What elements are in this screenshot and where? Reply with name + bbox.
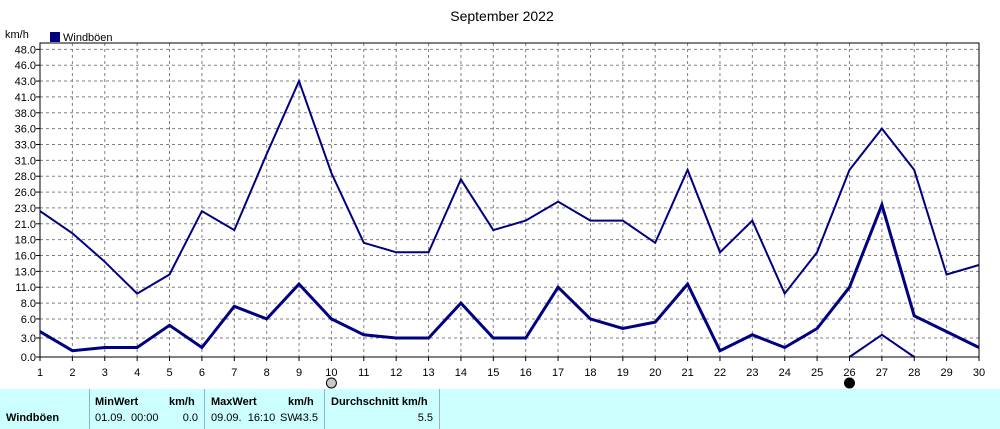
x-tick-label: 20 bbox=[649, 367, 661, 379]
y-tick-label: 26.0 bbox=[15, 187, 36, 199]
series-line-mean bbox=[39, 200, 980, 353]
y-tick-label: 36.0 bbox=[15, 124, 36, 136]
y-tick-label: 16.0 bbox=[15, 251, 36, 263]
x-tick-label: 22 bbox=[714, 367, 726, 379]
x-tick-label: 18 bbox=[584, 367, 596, 379]
min-date: 01.09. bbox=[95, 412, 126, 424]
y-tick-label: 6.0 bbox=[21, 314, 36, 326]
y-tick-label: 3.0 bbox=[21, 333, 36, 345]
avg-value: 5.5 bbox=[417, 412, 433, 424]
max-datetime: 09.09. 16:10 bbox=[211, 412, 276, 424]
y-tick-label: 31.0 bbox=[15, 155, 36, 167]
y-tick-label: 48.0 bbox=[15, 44, 36, 56]
min-cell: MinWert km/h 01.09. 00:00 0.0 bbox=[90, 389, 205, 429]
y-tick-label: 18.0 bbox=[15, 235, 36, 247]
min-time: 00:00 bbox=[131, 412, 159, 424]
max-header: MaxWert bbox=[211, 396, 257, 408]
x-tick-label: 8 bbox=[264, 367, 270, 379]
x-tick-label: 24 bbox=[779, 367, 791, 379]
x-tick-label: 1 bbox=[37, 367, 43, 379]
y-tick-label: 23.0 bbox=[15, 203, 36, 215]
x-tick-label: 9 bbox=[296, 367, 302, 379]
avg-cell: Durchschnitt km/h 5.5 bbox=[325, 389, 440, 429]
x-tick-label: 27 bbox=[876, 367, 888, 379]
x-tick-label: 25 bbox=[811, 367, 823, 379]
x-tick-label: 4 bbox=[134, 367, 140, 379]
x-tick-label: 15 bbox=[487, 367, 499, 379]
grid bbox=[40, 43, 979, 357]
x-tick-label: 12 bbox=[390, 367, 402, 379]
legend-swatch bbox=[50, 32, 60, 42]
x-tick-label: 29 bbox=[940, 367, 952, 379]
x-tick-label: 30 bbox=[973, 367, 985, 379]
x-tick-label: 17 bbox=[552, 367, 564, 379]
moon-phases bbox=[325, 377, 855, 389]
x-tick-label: 23 bbox=[746, 367, 758, 379]
plot-frame bbox=[39, 42, 980, 358]
min-header: MinWert bbox=[95, 396, 139, 408]
x-tick-label: 21 bbox=[681, 367, 693, 379]
y-tick-label: 8.0 bbox=[21, 298, 36, 310]
x-tick-label: 3 bbox=[102, 367, 108, 379]
stats-row-label: Windböen bbox=[6, 412, 60, 424]
y-tick-label: 21.0 bbox=[15, 219, 36, 231]
series-line-min bbox=[848, 333, 915, 358]
stats-panel: Windböen MinWert km/h 01.09. 00:00 0.0 M… bbox=[0, 389, 1000, 429]
x-tick-label: 7 bbox=[231, 367, 237, 379]
legend-label: Windböen bbox=[63, 32, 113, 44]
y-tick-label: 11.0 bbox=[15, 282, 36, 294]
max-unit: km/h bbox=[288, 396, 314, 408]
x-tick-label: 16 bbox=[520, 367, 532, 379]
y-tick-label: 43.0 bbox=[15, 76, 36, 88]
x-tick-label: 19 bbox=[617, 367, 629, 379]
x-tick-label: 14 bbox=[455, 367, 467, 379]
max-direction: SW bbox=[280, 412, 298, 424]
y-axis-unit: km/h bbox=[5, 29, 29, 41]
y-tick-label: 0.0 bbox=[21, 352, 36, 364]
min-unit: km/h bbox=[169, 396, 195, 408]
x-tick-label: 2 bbox=[69, 367, 75, 379]
new-moon-icon bbox=[843, 377, 855, 389]
max-cell: MaxWert km/h 09.09. 16:10 SW 43.5 bbox=[205, 389, 325, 429]
full-moon-icon bbox=[325, 377, 337, 389]
y-tick-label: 33.0 bbox=[15, 139, 36, 151]
axes: 1 2 3 4 5 6 7 8 9 10 11 12 13 14 15 16 17 18 19 20 21 22 23 24 2… bbox=[15, 42, 985, 379]
x-tick-label: 10 bbox=[325, 367, 337, 379]
x-tick-label: 6 bbox=[199, 367, 205, 379]
series bbox=[39, 78, 980, 358]
x-tick-label: 28 bbox=[908, 367, 920, 379]
series-line-max bbox=[39, 78, 980, 296]
y-tick-label: 46.0 bbox=[15, 60, 36, 72]
y-tick-label: 13.0 bbox=[15, 266, 36, 278]
wind-chart: September 2022 km/h Windböen 1 2 3 4 5 6 7 8 9 10… bbox=[5, 8, 985, 389]
stats-row-label-cell: Windböen bbox=[0, 389, 90, 429]
x-tick-label: 26 bbox=[843, 367, 855, 379]
x-tick-label: 13 bbox=[422, 367, 434, 379]
y-tick-label: 28.0 bbox=[15, 171, 36, 183]
chart-title: September 2022 bbox=[450, 8, 554, 24]
max-value: 43.5 bbox=[296, 412, 318, 424]
min-value: 0.0 bbox=[182, 412, 198, 424]
x-tick-label: 5 bbox=[166, 367, 172, 379]
y-tick-label: 41.0 bbox=[15, 92, 36, 104]
x-tick-label: 11 bbox=[358, 367, 369, 379]
avg-header: Durchschnitt km/h bbox=[331, 396, 428, 408]
y-tick-label: 38.0 bbox=[15, 108, 36, 120]
